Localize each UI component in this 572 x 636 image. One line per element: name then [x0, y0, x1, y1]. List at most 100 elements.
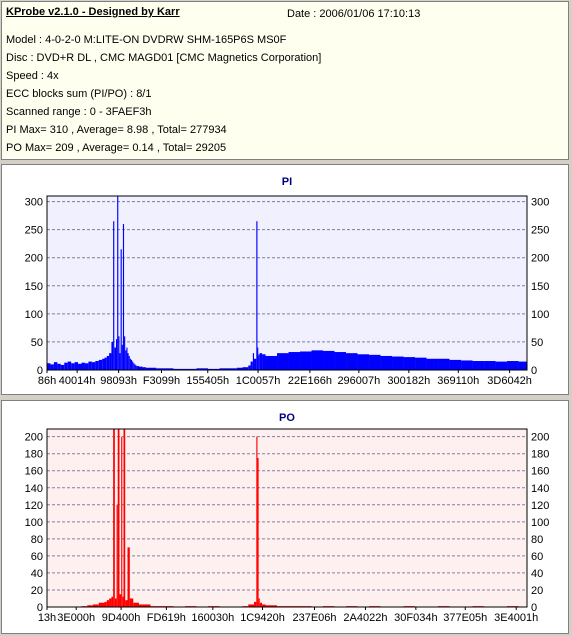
y-tick-label-right: 0 — [531, 602, 537, 614]
data-bar — [258, 598, 260, 607]
plot-area — [46, 428, 528, 608]
data-bar — [403, 357, 416, 370]
y-tick-label-right: 140 — [531, 483, 549, 495]
data-bar — [495, 361, 508, 370]
data-bar — [258, 354, 260, 370]
plot-area — [46, 195, 528, 371]
data-bar — [88, 361, 92, 370]
data-bar — [139, 366, 143, 370]
data-bar — [248, 365, 251, 370]
data-bar — [265, 605, 278, 607]
y-tick-label-right: 100 — [531, 309, 549, 321]
data-bar — [106, 600, 110, 607]
data-bar — [130, 359, 133, 370]
x-tick-label: 3D6042h — [487, 375, 532, 387]
data-bar — [111, 596, 114, 607]
x-tick-label: 3E4001h — [494, 612, 538, 624]
data-bar — [472, 361, 485, 370]
x-tick-label: 237E06h — [292, 612, 336, 624]
data-bar — [132, 361, 134, 370]
data-bar — [484, 361, 496, 370]
data-bar — [262, 354, 266, 370]
data-bar — [124, 336, 126, 370]
y-tick-label-right: 200 — [531, 253, 549, 265]
disc-info: Disc : DVD+R DL , CMC MAGD01 [CMC Magnet… — [6, 52, 322, 64]
y-tick-label-right: 150 — [531, 281, 549, 293]
y-tick-label-left: 20 — [31, 585, 43, 597]
data-bar — [133, 602, 140, 607]
y-tick-label-right: 160 — [531, 466, 549, 478]
x-tick-label: 155405h — [186, 375, 229, 387]
x-tick-label: 2A4022h — [343, 612, 387, 624]
y-tick-label-left: 100 — [25, 517, 43, 529]
data-bar — [81, 362, 85, 370]
x-tick-label: FD619h — [147, 612, 186, 624]
data-bar — [162, 368, 174, 370]
app-title: KProbe v2.1.0 - Designed by Karr — [6, 6, 180, 18]
y-tick-label-right: 100 — [531, 517, 549, 529]
x-tick-label: 40014h — [59, 375, 96, 387]
data-bar — [254, 601, 257, 607]
scan-speed: Speed : 4x — [6, 70, 59, 82]
data-bar — [78, 363, 82, 370]
data-bar — [120, 249, 122, 370]
data-bar — [98, 359, 103, 370]
data-bar — [300, 351, 312, 370]
ecc-blocks: ECC blocks sum (PI/PO) : 8/1 — [6, 88, 152, 100]
y-tick-label-left: 140 — [25, 483, 43, 495]
data-bar — [250, 361, 253, 370]
data-bar — [129, 598, 134, 607]
x-tick-label: 1C9420h — [240, 612, 285, 624]
data-bar — [64, 362, 68, 370]
data-bar — [173, 368, 186, 370]
data-bar — [84, 363, 89, 370]
y-tick-label-left: 120 — [25, 500, 43, 512]
data-bar — [507, 361, 519, 370]
y-tick-label-left: 80 — [31, 534, 43, 546]
data-bar — [74, 362, 79, 370]
data-bar — [133, 363, 135, 370]
data-bar — [156, 368, 163, 370]
data-bar — [334, 352, 347, 370]
data-bar — [125, 350, 127, 370]
y-tick-label-left: 160 — [25, 466, 43, 478]
data-bar — [461, 360, 473, 370]
x-tick-label: 1C0057h — [236, 375, 281, 387]
x-tick-label: 13h — [38, 612, 56, 624]
y-tick-label-left: 0 — [37, 602, 43, 614]
x-tick-label: 98093h — [100, 375, 137, 387]
y-tick-label-right: 80 — [531, 534, 543, 546]
data-bar — [257, 347, 259, 370]
data-bar — [125, 600, 128, 607]
data-bar — [104, 357, 107, 370]
data-bar — [236, 367, 243, 370]
x-tick-label: 3E000h — [57, 612, 95, 624]
po-statistics: PO Max= 209 , Average= 0.14 , Total= 292… — [6, 142, 227, 154]
x-tick-label: 377E05h — [443, 612, 487, 624]
data-bar — [150, 367, 157, 370]
data-bar — [262, 604, 266, 607]
y-tick-label-left: 200 — [25, 432, 43, 444]
data-bar — [111, 341, 114, 370]
data-bar — [116, 339, 118, 370]
y-tick-label-left: 100 — [25, 309, 43, 321]
scanned-range: Scanned range : 0 - 3FAEF3h — [6, 106, 152, 118]
y-tick-label-right: 50 — [531, 337, 543, 349]
y-tick-label-left: 40 — [31, 568, 43, 580]
plot-border — [46, 195, 528, 371]
data-bar — [102, 358, 105, 370]
data-bar — [288, 352, 301, 370]
y-tick-label-left: 250 — [25, 225, 43, 237]
chart-title: PI — [282, 176, 292, 188]
data-bar — [104, 601, 107, 607]
y-tick-label-left: 200 — [25, 253, 43, 265]
data-bar — [139, 604, 151, 607]
pi-chart-panel: PI 0 0 50 50 100 100 150 150 200 200 250 250 300 300 86… — [1, 164, 569, 395]
data-bar — [219, 368, 232, 370]
data-bar — [123, 429, 126, 607]
y-tick-label-right: 0 — [531, 365, 537, 377]
y-tick-label-right: 20 — [531, 585, 543, 597]
data-bar — [122, 224, 125, 370]
data-bar — [129, 358, 131, 370]
pi-chart: PI 0 0 50 50 100 100 150 150 200 200 250 250 300 300 86… — [25, 176, 550, 387]
